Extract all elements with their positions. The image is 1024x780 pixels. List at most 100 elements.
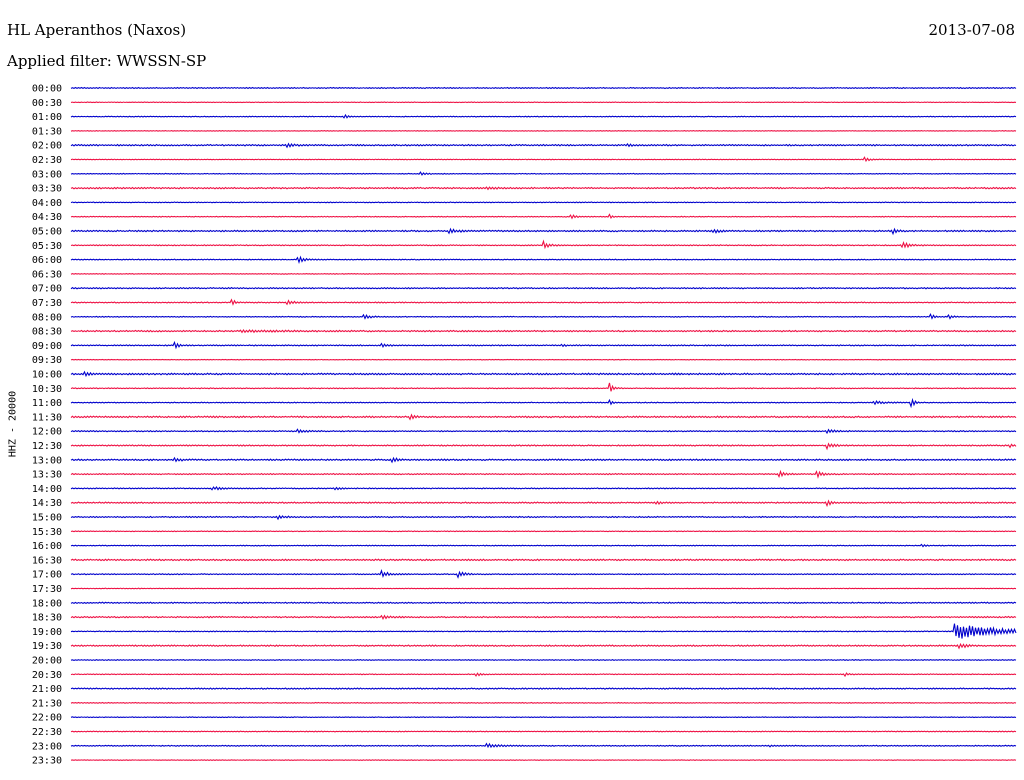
time-tick-label: 04:00 [32, 198, 62, 209]
time-tick-label: 06:30 [32, 269, 62, 280]
trace-line [70, 413, 1017, 421]
time-tick-label: 08:00 [32, 312, 62, 323]
time-tick-label: 01:00 [32, 112, 62, 123]
trace-line [70, 658, 1017, 662]
trace-line [70, 382, 1017, 392]
time-tick-label: 01:30 [32, 126, 62, 137]
time-tick-label: 22:00 [32, 713, 62, 724]
time-tick-label: 18:00 [32, 598, 62, 609]
trace-line [70, 499, 1017, 508]
time-tick-label: 19:00 [32, 627, 62, 638]
time-tick-label: 12:00 [32, 427, 62, 438]
time-tick-label: 06:00 [32, 255, 62, 266]
time-tick-label: 10:00 [32, 370, 62, 381]
time-tick-label: 00:00 [32, 84, 62, 95]
trace-line [70, 298, 1017, 306]
trace-line [70, 113, 1017, 119]
trace-line [70, 672, 1017, 678]
trace-line [70, 469, 1017, 479]
time-tick-label: 05:00 [32, 227, 62, 238]
time-tick-label: 03:00 [32, 169, 62, 180]
trace-line [70, 312, 1017, 320]
time-tick-label: 04:30 [32, 212, 62, 223]
time-tick-label: 17:30 [32, 584, 62, 595]
trace-line [70, 701, 1017, 704]
trace-line [70, 514, 1017, 521]
time-tick-label: 08:30 [32, 327, 62, 338]
trace-lines [70, 86, 1017, 761]
time-tick-label: 15:00 [32, 513, 62, 524]
trace-line [70, 171, 1017, 176]
time-tick-label: 10:30 [32, 384, 62, 395]
time-tick-label: 20:30 [32, 670, 62, 681]
trace-line [70, 201, 1017, 204]
time-tick-label: 05:30 [32, 241, 62, 252]
time-tick-label: 11:00 [32, 398, 62, 409]
trace-line [70, 142, 1017, 149]
trace-line [70, 442, 1017, 451]
time-tick-label: 17:00 [32, 570, 62, 581]
trace-line [70, 687, 1017, 690]
time-tick-label: 14:30 [32, 498, 62, 509]
trace-line [70, 130, 1017, 132]
trace-line [70, 227, 1017, 236]
time-tick-label: 19:30 [32, 641, 62, 652]
time-tick-label: 13:00 [32, 455, 62, 466]
time-tick-label: 11:30 [32, 412, 62, 423]
time-tick-label: 09:00 [32, 341, 62, 352]
trace-line [70, 328, 1017, 334]
time-tick-label: 00:30 [32, 98, 62, 109]
trace-line [70, 255, 1017, 265]
time-tick-label: 16:00 [32, 541, 62, 552]
time-tick-label: 23:30 [32, 756, 62, 767]
time-tick-label: 21:00 [32, 684, 62, 695]
time-tick-label: 07:00 [32, 284, 62, 295]
time-tick-label: 13:30 [32, 470, 62, 481]
time-tick-label: 07:30 [32, 298, 62, 309]
time-tick-label: 09:30 [32, 355, 62, 366]
trace-line [70, 587, 1017, 590]
trace-line [70, 428, 1017, 435]
trace-line [70, 358, 1017, 361]
filter-label: Applied filter: WWSSN-SP [7, 52, 207, 70]
trace-line [70, 101, 1017, 104]
trace-line [70, 530, 1017, 533]
trace-line [70, 272, 1017, 275]
trace-line [70, 614, 1017, 621]
time-tick-label: 23:00 [32, 741, 62, 752]
trace-line [70, 370, 1017, 378]
trace-line [70, 286, 1017, 290]
trace-line [70, 397, 1017, 409]
trace-line [70, 730, 1017, 733]
trace-line [70, 623, 1017, 639]
time-tick-label: 02:30 [32, 155, 62, 166]
trace-line [70, 156, 1017, 163]
trace-line [70, 239, 1017, 250]
time-tick-label: 02:00 [32, 141, 62, 152]
time-tick-label: 12:30 [32, 441, 62, 452]
trace-line [70, 543, 1017, 548]
time-tick-label: 14:00 [32, 484, 62, 495]
trace-line [70, 456, 1017, 464]
time-tick-label: 20:00 [32, 656, 62, 667]
trace-line [70, 716, 1017, 719]
trace-line [70, 759, 1017, 761]
trace-line [70, 569, 1017, 579]
time-tick-label: 15:30 [32, 527, 62, 538]
trace-line [70, 485, 1017, 491]
trace-line [70, 742, 1017, 749]
time-tick-label: 22:30 [32, 727, 62, 738]
trace-line [70, 642, 1017, 650]
trace-line [70, 558, 1017, 562]
time-tick-label: 03:30 [32, 184, 62, 195]
trace-line [70, 86, 1017, 90]
trace-line [70, 186, 1017, 191]
trace-line [70, 213, 1017, 220]
time-tick-labels: 00:00 00:30 01:00 01:30 02:00 02:30 03:00 03:30… [32, 84, 62, 767]
time-tick-label: 18:30 [32, 613, 62, 624]
trace-line [70, 340, 1017, 350]
time-tick-label: 21:30 [32, 698, 62, 709]
time-tick-label: 16:30 [32, 555, 62, 566]
station-title: HL Aperanthos (Naxos) [7, 21, 187, 39]
